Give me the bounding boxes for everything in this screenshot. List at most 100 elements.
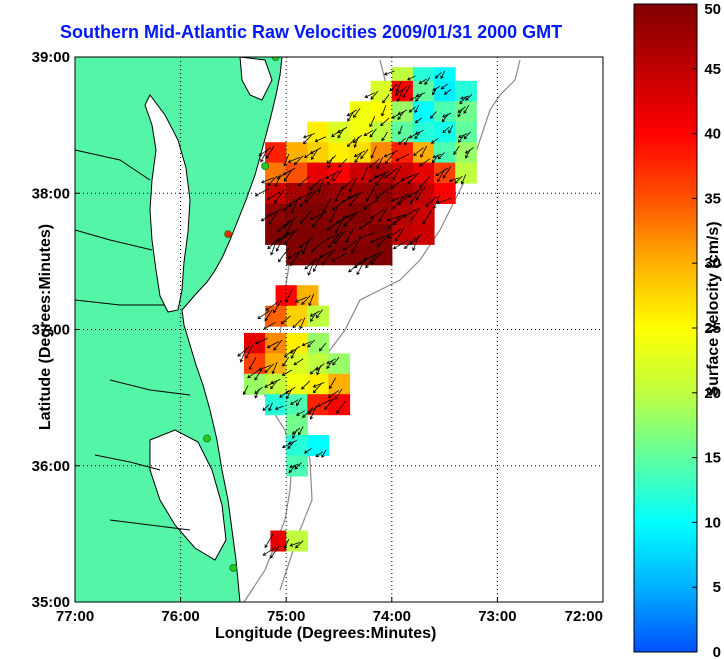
velocity-arrow: [284, 230, 296, 246]
velocity-arrow: [464, 147, 474, 154]
velocity-arrow: [370, 145, 377, 159]
velocity-vectors: [237, 70, 474, 559]
velocity-arrow: [331, 129, 341, 138]
velocity-arrow: [287, 249, 304, 259]
heatmap-cell: [265, 373, 287, 395]
velocity-arrow: [267, 175, 278, 186]
y-tick-label: 35:00: [32, 594, 70, 611]
heatmap-cell: [286, 373, 308, 395]
velocity-arrow: [307, 339, 315, 348]
velocity-arrow: [369, 235, 387, 244]
velocity-arrow: [346, 109, 358, 117]
velocity-arrow: [301, 295, 311, 306]
velocity-arrow: [309, 366, 319, 375]
x-tick-label: 74:00: [373, 608, 411, 625]
velocity-arrow: [334, 186, 343, 203]
heatmap-cell: [328, 373, 351, 395]
heatmap-cell: [244, 373, 266, 395]
velocity-arrow: [390, 178, 405, 189]
velocity-arrow: [326, 232, 343, 241]
velocity-arrow: [392, 196, 405, 210]
velocity-arrow: [248, 357, 257, 370]
y-tick-label: 38:00: [32, 185, 70, 202]
velocity-arrow: [270, 380, 278, 390]
heatmap-cell: [455, 80, 477, 102]
heatmap-cell: [286, 305, 308, 327]
velocity-arrow: [378, 207, 388, 223]
velocity-arrow: [395, 82, 402, 93]
velocity-arrow: [407, 188, 423, 198]
velocity-arrow: [274, 174, 281, 188]
velocity-arrow: [437, 152, 445, 160]
heatmap-cell: [307, 162, 329, 184]
velocity-arrow: [327, 390, 340, 398]
velocity-arrow: [424, 77, 431, 86]
velocity-arrow: [422, 210, 432, 225]
station-marker: [224, 230, 233, 239]
velocity-arrow: [290, 197, 299, 214]
velocity-arrow: [237, 345, 250, 357]
velocity-arrow: [307, 259, 316, 276]
heatmap-cell: [307, 142, 329, 164]
velocity-arrow: [463, 104, 470, 114]
velocity-arrow: [414, 131, 421, 140]
velocity-arrow: [308, 293, 315, 307]
velocity-arrow: [419, 175, 431, 189]
velocity-arrow: [290, 399, 299, 405]
velocity-arrow: [363, 199, 379, 210]
velocity-arrow: [315, 309, 324, 319]
velocity-arrow: [332, 356, 340, 366]
velocity-arrow: [294, 296, 308, 303]
velocity-arrow: [392, 166, 402, 181]
velocity-arrow: [443, 89, 452, 95]
velocity-arrow: [288, 196, 302, 208]
velocity-arrow: [435, 167, 449, 177]
velocity-arrow: [437, 169, 445, 183]
velocity-arrow: [278, 247, 290, 263]
velocity-arrow: [381, 104, 387, 117]
velocity-arrow: [262, 404, 270, 411]
velocity-arrow: [413, 147, 424, 156]
velocity-arrow: [271, 361, 278, 375]
heatmap-cell: [286, 455, 308, 477]
velocity-arrow: [325, 170, 340, 179]
velocity-arrow: [414, 117, 423, 124]
velocity-arrow: [314, 136, 327, 143]
velocity-arrow: [257, 310, 270, 320]
velocity-arrow: [397, 109, 408, 115]
velocity-arrow: [331, 252, 348, 262]
velocity-arrow: [258, 147, 272, 157]
heatmap-cell: [307, 373, 329, 395]
velocity-arrow: [297, 191, 314, 200]
velocity-arrow: [453, 145, 460, 155]
velocity-arrow: [442, 112, 452, 118]
velocity-arrow: [291, 427, 301, 435]
velocity-arrow: [319, 342, 327, 352]
velocity-arrow: [343, 213, 356, 227]
heatmap-cell: [307, 435, 329, 457]
heatmap-cell: [286, 414, 308, 436]
heatmap-cell: [349, 162, 372, 184]
y-axis-ticks: 39:00 38:00 37:00 36:00 35:00: [32, 49, 80, 611]
velocity-arrow: [335, 218, 345, 234]
velocity-arrow: [351, 238, 361, 254]
velocity-arrow: [283, 349, 294, 358]
velocity-arrow: [293, 358, 304, 366]
velocity-arrow: [315, 363, 325, 371]
velocity-arrow: [288, 465, 296, 474]
velocity-arrow: [282, 228, 299, 238]
velocity-arrow: [304, 189, 317, 204]
velocity-arrow: [310, 312, 317, 322]
velocity-arrow: [354, 152, 363, 163]
velocity-arrow: [319, 249, 336, 258]
velocity-arrow: [266, 341, 279, 349]
velocity-arrow: [360, 148, 369, 160]
velocity-arrow: [432, 153, 442, 159]
velocity-arrow: [396, 87, 405, 102]
velocity-arrow: [266, 208, 283, 218]
velocity-arrow: [434, 72, 442, 79]
velocity-arrow: [299, 193, 311, 208]
velocity-arrow: [258, 364, 271, 371]
colorbar-tick-label: 20: [704, 385, 721, 402]
velocity-arrow: [463, 131, 471, 140]
